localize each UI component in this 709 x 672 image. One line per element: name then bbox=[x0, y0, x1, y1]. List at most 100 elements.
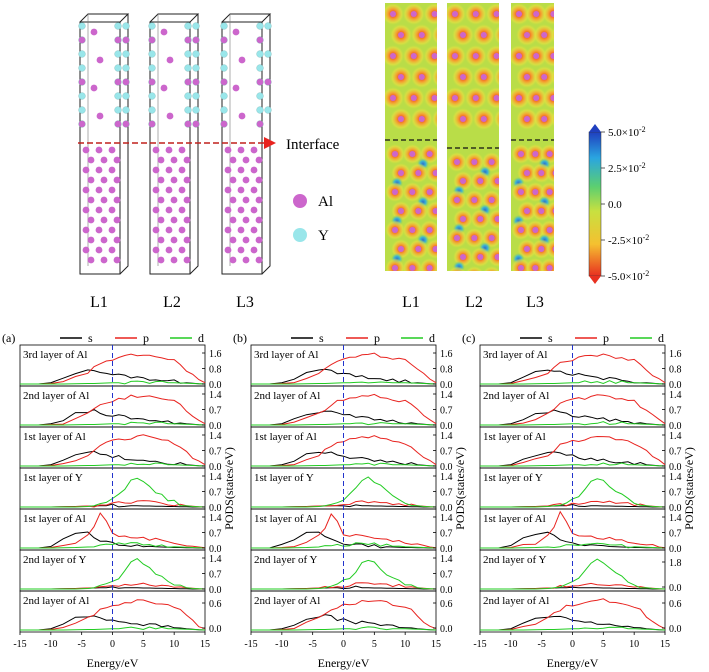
density-void bbox=[417, 272, 429, 284]
density-peak bbox=[493, 25, 499, 45]
series-d bbox=[251, 462, 437, 467]
atom bbox=[166, 112, 174, 120]
atom bbox=[220, 64, 228, 72]
y-tick-label: 0.0 bbox=[669, 421, 682, 432]
atom bbox=[96, 112, 104, 120]
y-legend-icon bbox=[293, 228, 307, 242]
atom bbox=[100, 236, 108, 244]
atom bbox=[152, 186, 160, 194]
atom bbox=[108, 226, 116, 234]
atom bbox=[264, 22, 272, 30]
atom bbox=[100, 256, 108, 264]
atom bbox=[165, 226, 173, 234]
atom bbox=[409, 189, 416, 195]
atom bbox=[184, 92, 192, 100]
x-tick-label: -15 bbox=[473, 639, 486, 650]
atom bbox=[237, 186, 245, 194]
atom bbox=[398, 208, 404, 214]
series-s bbox=[480, 451, 666, 467]
y-tick-label: 0.6 bbox=[669, 599, 682, 610]
y-tick-label: 1.4 bbox=[669, 431, 682, 442]
series-d bbox=[480, 558, 666, 590]
y-tick-label: 0.0 bbox=[209, 503, 222, 514]
density-peak bbox=[487, 247, 499, 267]
atom bbox=[122, 50, 130, 58]
atom bbox=[178, 166, 186, 174]
atom bbox=[524, 208, 530, 214]
y-tick-label: 0.7 bbox=[209, 447, 222, 458]
atom bbox=[122, 106, 130, 114]
cell-front bbox=[149, 21, 191, 275]
density-peak bbox=[425, 163, 437, 183]
y-tick-label: 0.7 bbox=[209, 406, 222, 417]
atom bbox=[237, 246, 245, 254]
atom bbox=[224, 206, 232, 214]
atom bbox=[229, 236, 237, 244]
atom bbox=[250, 146, 258, 154]
series-d bbox=[480, 380, 666, 385]
pdos-row: 1st layer of Y 1.4 0.7 0.0 bbox=[19, 467, 222, 514]
atom bbox=[108, 146, 116, 154]
y-tick-label: 0.7 bbox=[440, 488, 453, 499]
atom bbox=[532, 151, 539, 157]
supercell-2 bbox=[148, 13, 200, 275]
density-peak bbox=[550, 26, 554, 44]
atom bbox=[184, 50, 192, 58]
atom bbox=[264, 50, 272, 58]
atom bbox=[502, 32, 508, 38]
layer-label: 1st layer of Al bbox=[483, 513, 546, 525]
atom bbox=[250, 206, 258, 214]
atom bbox=[78, 120, 86, 128]
colorbar-tick-label: -2.5×10-2 bbox=[608, 233, 649, 247]
atom bbox=[224, 186, 232, 194]
x-tick-label: 0 bbox=[110, 639, 115, 650]
series-d bbox=[20, 557, 206, 590]
y-tick-label: 0.0 bbox=[209, 421, 222, 432]
atom bbox=[431, 53, 437, 59]
atom bbox=[157, 216, 165, 224]
atom bbox=[220, 120, 228, 128]
x-tick-label: -10 bbox=[275, 639, 288, 650]
atom bbox=[82, 186, 90, 194]
pdos-row: 3rd layer of Al 1.6 0.8 0.0 bbox=[250, 344, 453, 391]
atom bbox=[418, 116, 425, 122]
atom bbox=[122, 36, 130, 44]
atom bbox=[477, 178, 484, 184]
x-tick-label: 15 bbox=[431, 639, 441, 650]
atom bbox=[242, 256, 250, 264]
x-tick-label: 0 bbox=[570, 639, 575, 650]
atom bbox=[160, 84, 168, 92]
atom bbox=[440, 74, 446, 80]
atom bbox=[398, 170, 404, 176]
y-tick-label: 0.7 bbox=[669, 529, 682, 540]
y-tick-label: 1.8 bbox=[669, 558, 682, 569]
atom bbox=[183, 256, 191, 264]
atom bbox=[238, 112, 246, 120]
density-peak bbox=[483, 266, 499, 271]
atom bbox=[184, 106, 192, 114]
y-tick-label: 0.0 bbox=[440, 421, 453, 432]
density-peak bbox=[493, 109, 499, 129]
density-map-2 bbox=[447, 3, 508, 271]
layer-label: 2nd layer of Al bbox=[23, 390, 89, 402]
atom bbox=[165, 186, 173, 194]
atom bbox=[256, 106, 264, 114]
series-d bbox=[20, 462, 206, 467]
atom bbox=[398, 32, 404, 38]
atom bbox=[518, 265, 524, 271]
atom bbox=[148, 22, 156, 30]
atom bbox=[477, 216, 484, 222]
atom bbox=[242, 176, 250, 184]
y-axis-label: PODS(states/eV) bbox=[682, 447, 696, 530]
atom bbox=[183, 196, 191, 204]
atom bbox=[546, 227, 553, 233]
atom bbox=[392, 151, 398, 157]
atom bbox=[82, 246, 90, 254]
atom bbox=[256, 22, 264, 30]
atom bbox=[516, 53, 522, 59]
atom bbox=[242, 196, 250, 204]
layer-label: 2nd layer of Al bbox=[483, 390, 549, 402]
y-tick-label: 0.0 bbox=[209, 380, 222, 391]
pdos-row: 1st layer of Y 1.4 0.7 0.0 bbox=[250, 467, 453, 514]
atom bbox=[165, 166, 173, 174]
